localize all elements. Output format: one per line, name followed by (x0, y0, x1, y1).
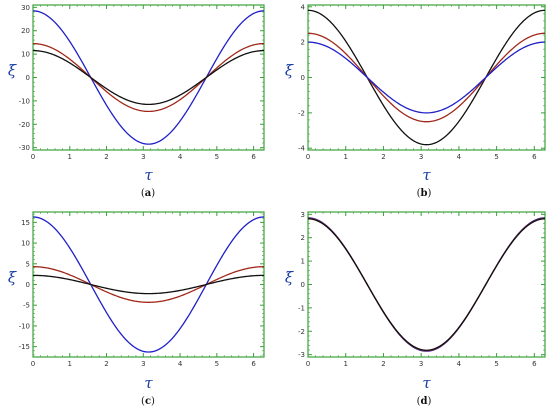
x-tick-label: 5 (215, 360, 219, 368)
series-line-red (307, 32, 546, 123)
plot-frame (32, 211, 265, 358)
x-tick-label: 5 (494, 360, 498, 368)
series-line-blue (307, 217, 546, 352)
x-tick-label: 0 (306, 360, 310, 368)
x-tick-label: 3 (141, 153, 145, 161)
series-line-blue (32, 10, 265, 145)
x-tick-label: 1 (343, 153, 347, 161)
y-tick-label: -2 (298, 328, 305, 336)
x-tick-label: 2 (381, 360, 385, 368)
x-tick-label: 6 (251, 153, 256, 161)
panel-label: (c) (141, 396, 155, 407)
series-line-black (307, 9, 546, 146)
x-axis-label: τ (422, 374, 431, 392)
y-tick-label: 30 (21, 4, 30, 12)
x-tick-label: 3 (419, 360, 423, 368)
x-tick-label: 2 (104, 360, 108, 368)
x-tick-label: 6 (532, 360, 537, 368)
x-tick-label: 5 (494, 153, 498, 161)
series-line-red (32, 42, 265, 113)
y-tick-label: -10 (19, 322, 30, 330)
x-tick-label: 0 (31, 153, 35, 161)
y-tick-label: 10 (21, 240, 30, 248)
y-axis-label: ξ (8, 269, 17, 287)
x-tick-label: 3 (141, 360, 145, 368)
series-line-red (307, 217, 546, 352)
y-tick-label: -5 (23, 302, 30, 310)
x-tick-label: 0 (31, 360, 35, 368)
y-tick-label: -2 (298, 109, 305, 117)
y-tick-label: 0 (26, 281, 30, 289)
x-tick-label: 5 (215, 153, 219, 161)
y-tick-label: -15 (19, 343, 30, 351)
x-tick-label: 4 (178, 360, 183, 368)
series-line-black (32, 49, 265, 106)
plot-frame (307, 4, 546, 151)
y-axis-label: ξ (285, 62, 294, 80)
y-tick-label: 0 (301, 74, 305, 82)
x-axis-label: τ (144, 374, 153, 392)
x-tick-label: 4 (178, 153, 183, 161)
series-line-blue (307, 41, 546, 114)
panel-c: 0 1 2 3 4 5 6 -15 -10 -5 0 5 10 15 τ ξ (c) (8, 211, 265, 407)
y-tick-label: 2 (301, 234, 305, 242)
x-tick-label: 6 (532, 153, 537, 161)
series-line-black (33, 274, 264, 295)
y-tick-label: 15 (21, 219, 30, 227)
panel-a: 0 1 2 3 4 5 6 -30 -20 -10 0 10 20 30 τ ξ (a) (8, 4, 265, 199)
x-tick-label: 6 (251, 360, 256, 368)
plot-frame (307, 211, 546, 358)
x-tick-label: 1 (343, 360, 347, 368)
x-tick-label: 3 (419, 153, 423, 161)
y-tick-label: -3 (298, 351, 305, 359)
series-line-red (32, 266, 265, 303)
panel-d: 0 1 2 3 4 5 6 -3 -2 -1 0 1 2 3 τ ξ (d) (285, 211, 546, 407)
y-tick-label: 1 (301, 258, 305, 266)
y-tick-label: 5 (26, 260, 30, 268)
y-tick-label: 3 (301, 211, 305, 219)
y-tick-label: -30 (19, 144, 30, 152)
x-tick-label: 4 (457, 153, 462, 161)
x-tick-label: 0 (306, 153, 310, 161)
panel-label: (b) (417, 188, 432, 199)
y-tick-label: -4 (298, 145, 306, 153)
y-axis-label: ξ (285, 269, 294, 287)
x-tick-label: 1 (68, 360, 72, 368)
y-tick-label: 20 (21, 27, 30, 35)
y-tick-label: 2 (301, 39, 305, 47)
y-tick-label: 0 (26, 74, 30, 82)
x-tick-label: 4 (457, 360, 462, 368)
y-tick-label: -10 (19, 97, 30, 105)
x-tick-label: 2 (381, 153, 385, 161)
x-axis-label: τ (422, 166, 431, 184)
x-tick-label: 2 (104, 153, 108, 161)
y-tick-label: 4 (301, 3, 306, 11)
y-tick-label: 0 (301, 281, 305, 289)
x-axis-label: τ (144, 166, 153, 184)
series-line-black (307, 218, 546, 351)
panel-label: (a) (141, 188, 155, 199)
y-tick-label: -20 (19, 121, 30, 129)
x-tick-label: 1 (68, 153, 72, 161)
plot-frame (32, 4, 265, 151)
series-line-blue (32, 216, 265, 353)
y-axis-label: ξ (8, 62, 17, 80)
panel-label: (d) (417, 396, 432, 407)
y-tick-label: 10 (21, 51, 30, 59)
panel-b: 0 1 2 3 4 5 6 -4 -2 0 2 4 τ ξ (b) (285, 3, 546, 199)
y-tick-label: -1 (298, 304, 305, 312)
